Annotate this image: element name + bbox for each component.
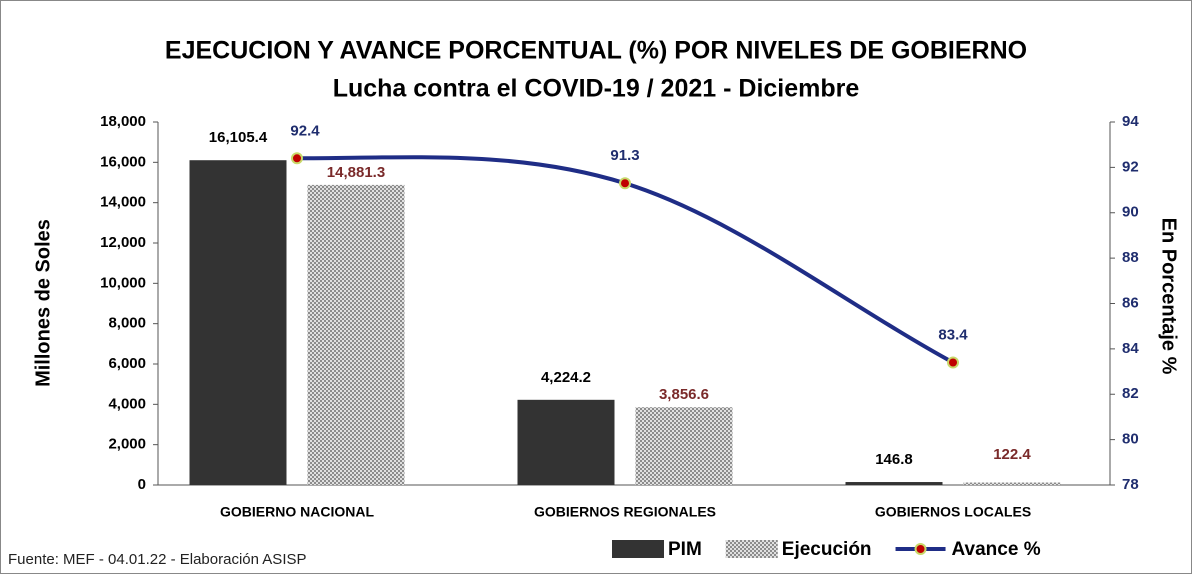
- line-value-label: 91.3: [610, 147, 639, 164]
- bar-value-label: 146.8: [875, 451, 913, 468]
- line-marker: [619, 177, 631, 190]
- chart-subtitle: Lucha contra el COVID-19 / 2021 - Diciem…: [333, 75, 860, 103]
- bar: [307, 184, 405, 485]
- y-tick-label: 10,000: [100, 274, 146, 291]
- line-marker: [947, 356, 959, 369]
- y-tick-label: 4,000: [108, 395, 146, 412]
- bar: [189, 160, 287, 485]
- bar-value-label: 16,105.4: [209, 129, 268, 146]
- y2-tick-label: 88: [1122, 249, 1139, 266]
- x-tick-label: GOBIERNOS REGIONALES: [534, 504, 716, 520]
- y-axis-title: Millones de Soles: [32, 219, 54, 387]
- bar-value-label: 122.4: [993, 446, 1031, 463]
- y-tick-label: 0: [138, 476, 146, 493]
- y2-tick-label: 82: [1122, 385, 1139, 402]
- y2-tick-label: 90: [1122, 204, 1139, 221]
- y-tick-label: 16,000: [100, 153, 146, 170]
- line-marker: [291, 152, 303, 165]
- legend-label: PIM: [668, 539, 702, 560]
- y2-tick-label: 94: [1122, 113, 1139, 130]
- bar: [963, 482, 1061, 485]
- y2-tick-label: 84: [1122, 340, 1139, 357]
- y-tick-label: 12,000: [100, 234, 146, 251]
- y-tick-label: 6,000: [108, 355, 146, 372]
- line-value-label: 83.4: [938, 326, 968, 343]
- x-tick-label: GOBIERNOS LOCALES: [875, 504, 1031, 520]
- line-value-label: 92.4: [290, 122, 320, 139]
- chart-title: EJECUCION Y AVANCE PORCENTUAL (%) POR NI…: [165, 37, 1027, 65]
- bar: [635, 407, 733, 485]
- legend-marker: [914, 543, 927, 555]
- x-tick-label: GOBIERNO NACIONAL: [220, 504, 374, 520]
- legend-label: Avance %: [952, 539, 1041, 560]
- y2-tick-label: 86: [1122, 294, 1139, 311]
- y2-tick-label: 92: [1122, 158, 1139, 175]
- y-tick-label: 2,000: [108, 436, 146, 453]
- y-tick-label: 14,000: [100, 194, 146, 211]
- y-tick-label: 18,000: [100, 113, 146, 130]
- bar-value-label: 4,224.2: [541, 369, 591, 386]
- y-tick-label: 8,000: [108, 315, 146, 332]
- legend-swatch: [612, 540, 664, 558]
- bar: [517, 399, 615, 485]
- legend-label: Ejecución: [782, 539, 872, 560]
- y2-tick-label: 78: [1122, 476, 1139, 493]
- y2-axis-title: En Porcentaje %: [1158, 218, 1180, 375]
- y2-tick-label: 80: [1122, 431, 1139, 448]
- bar-value-label: 14,881.3: [327, 164, 385, 181]
- legend-swatch: [725, 540, 778, 558]
- source-note: Fuente: MEF - 04.01.22 - Elaboración ASI…: [8, 551, 307, 568]
- bar: [845, 482, 943, 485]
- bar-value-label: 3,856.6: [659, 386, 709, 403]
